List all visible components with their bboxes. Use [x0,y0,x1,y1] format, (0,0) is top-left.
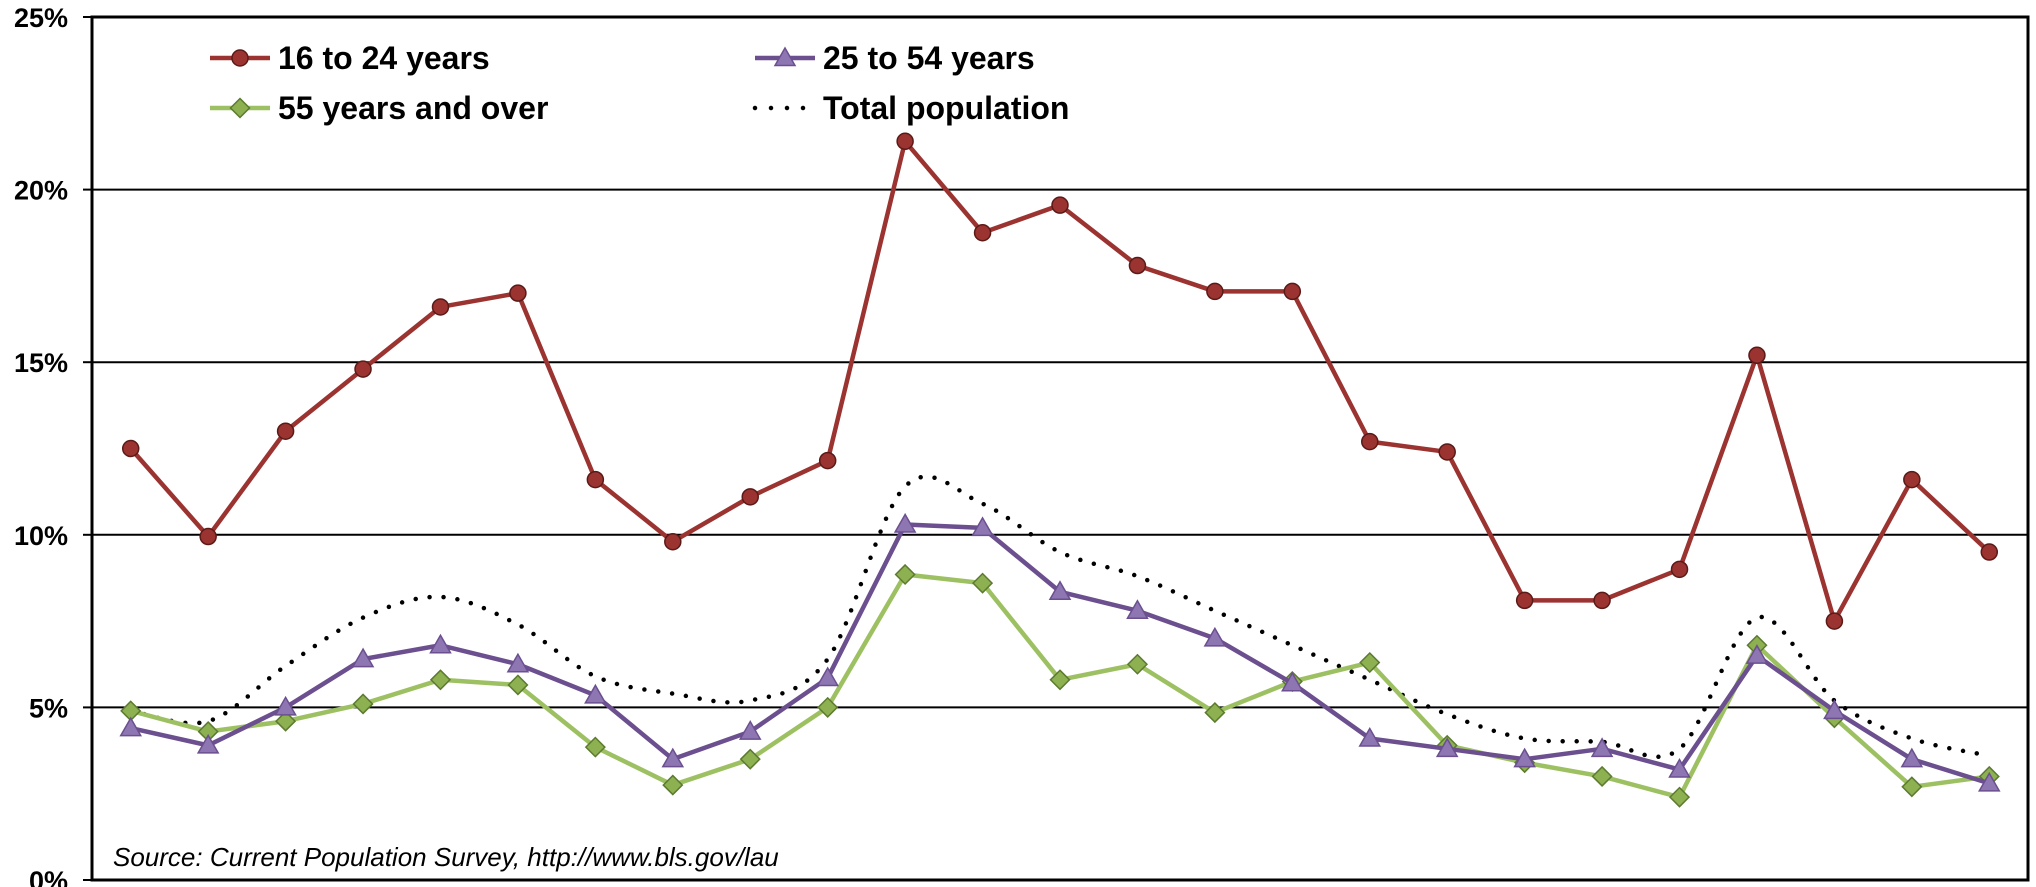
legend-item: Total population [755,90,1069,126]
legend-item: 55 years and over [210,90,548,126]
data-point [1594,592,1610,608]
data-point [1439,444,1455,460]
data-point [431,670,450,689]
gridlines [92,190,2028,708]
data-point [1826,613,1842,629]
data-point [1981,544,1997,560]
y-tick-label: 15% [14,348,68,378]
data-point [896,565,915,584]
data-point [663,776,682,795]
legend: 16 to 24 years 25 to 54 years 55 years and… [210,40,1069,126]
source-annotation: Source: Current Population Survey, http:… [113,842,779,872]
data-point [897,133,913,149]
data-point [355,361,371,377]
data-point [1904,472,1920,488]
series-25-to-54-years [121,514,2000,790]
data-point [818,668,838,686]
legend-marker [232,50,248,66]
data-point [975,225,991,241]
y-tick-label: 20% [14,176,68,206]
y-tick-label: 0% [29,866,68,887]
data-point [1207,283,1223,299]
data-point [742,489,758,505]
legend-item: 25 to 54 years [755,40,1035,76]
data-point [1670,788,1689,807]
legend-label: Total population [823,90,1069,126]
data-point [123,441,139,457]
data-point [1517,592,1533,608]
legend-label: 16 to 24 years [278,40,490,76]
data-point [1362,434,1378,450]
data-point [1052,197,1068,213]
series-line [131,524,1990,783]
data-point [1129,258,1145,274]
legend-marker [231,99,250,118]
series-layer [121,133,2000,806]
data-point [1902,749,1922,767]
series-total-population [131,477,1990,757]
y-tick-label: 25% [14,3,68,33]
data-point [665,534,681,550]
plot-area-border [92,17,2028,880]
data-point [1593,767,1612,786]
data-point [278,423,294,439]
data-point [1672,561,1688,577]
legend-item: 16 to 24 years [210,40,490,76]
data-point [200,529,216,545]
data-point [276,697,296,715]
y-tick-label: 10% [14,521,68,551]
data-point [587,472,603,488]
data-point [510,285,526,301]
series-16-to-24-years [123,133,1998,629]
data-point [820,453,836,469]
data-point [1284,283,1300,299]
data-point [432,299,448,315]
y-axis-ticks: 0% 5% 10% 15% 20% 25% [14,3,92,887]
data-point [121,718,141,736]
legend-label: 55 years and over [278,90,548,126]
data-point [1749,347,1765,363]
y-tick-label: 5% [29,693,68,723]
data-point [430,635,450,653]
data-point [354,694,373,713]
legend-label: 25 to 54 years [823,40,1035,76]
series-line [131,477,1990,757]
